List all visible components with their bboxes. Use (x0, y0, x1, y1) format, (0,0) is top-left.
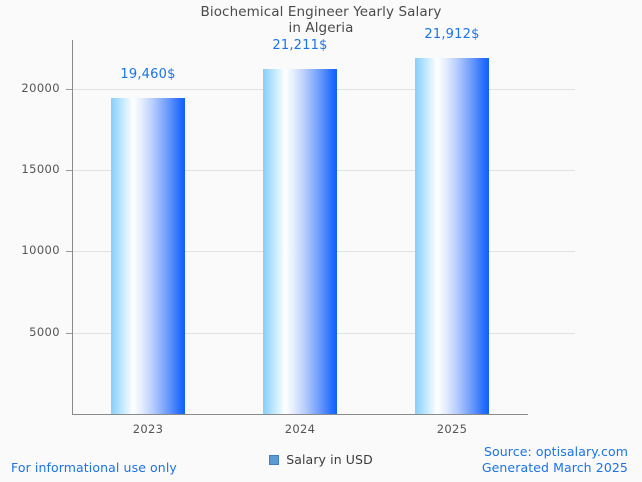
bar-2025[interactable] (415, 57, 489, 414)
y-tick-mark (66, 251, 72, 253)
bar-value-label: 19,460$ (120, 66, 176, 82)
x-axis-line (72, 414, 528, 416)
plot-area: 5000 10000 15000 20000 19,460$ 21,211$ 2… (21, 27, 575, 436)
chart-title-line-2: in Algeria (288, 20, 354, 36)
y-axis-tick-label: 10000 (21, 243, 60, 258)
bar-2023[interactable] (111, 97, 185, 414)
x-axis-tick-label: 2025 (436, 422, 468, 436)
bar-value-label: 21,211$ (272, 38, 328, 54)
footer-disclaimer: For informational use only (11, 460, 177, 475)
footer-source-block: Source: optisalary.com Generated March 2… (482, 444, 628, 476)
bar-value-label: 21,912$ (424, 26, 480, 42)
chart-title-line-1: Biochemical Engineer Yearly Salary (200, 4, 442, 20)
chart-title: Biochemical Engineer Yearly Salary in Al… (0, 4, 642, 36)
y-axis-line (72, 40, 74, 414)
y-axis-tick-label: 15000 (21, 162, 60, 177)
legend-item-salary-in-usd[interactable]: Salary in USD (269, 452, 373, 467)
x-axis-tick-label: 2023 (132, 422, 164, 436)
y-axis-tick-label: 20000 (21, 80, 60, 95)
y-tick-mark (66, 332, 72, 334)
legend-item-label: Salary in USD (286, 452, 373, 467)
footer-source: Source: optisalary.com (483, 444, 628, 459)
x-axis-tick-label: 2024 (284, 422, 316, 436)
y-axis-tick-label: 5000 (29, 324, 60, 339)
legend-swatch-icon (269, 454, 280, 465)
footer-generated-date: Generated March 2025 (481, 460, 628, 475)
bar-2024[interactable] (263, 69, 337, 414)
y-tick-mark (66, 88, 72, 90)
y-tick-mark (66, 170, 72, 172)
chart-legend: Salary in USD (0, 452, 642, 467)
